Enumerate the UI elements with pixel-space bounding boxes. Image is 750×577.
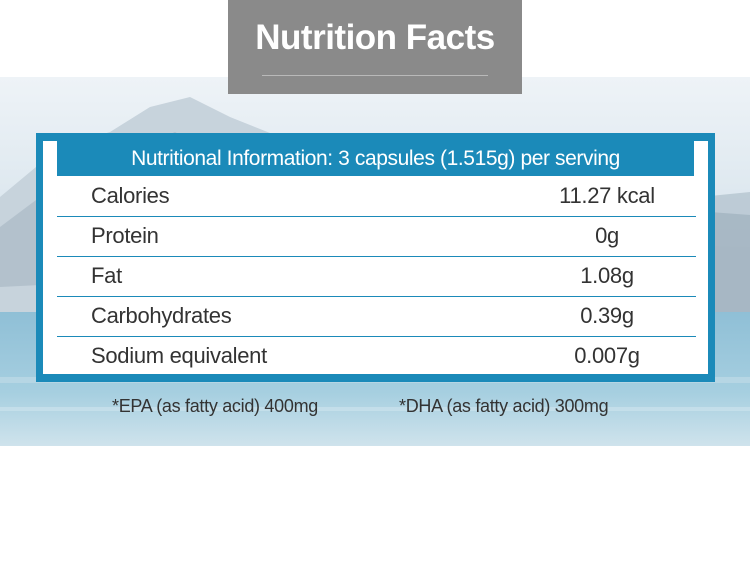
nutrition-panel: Nutritional Information: 3 capsules (1.5… xyxy=(36,133,715,382)
footnote-epa: *EPA (as fatty acid) 400mg xyxy=(112,396,318,416)
table-row-calories: Calories 11.27 kcal xyxy=(57,177,696,217)
row-label: Sodium equivalent xyxy=(91,343,267,368)
table-row-sodium: Sodium equivalent 0.007g xyxy=(57,337,696,376)
row-label: Calories xyxy=(91,183,170,208)
nutrition-table: Nutritional Information: 3 capsules (1.5… xyxy=(43,141,708,374)
row-label: Carbohydrates xyxy=(91,303,232,328)
table-row-fat: Fat 1.08g xyxy=(57,257,696,297)
table-row-protein: Protein 0g xyxy=(57,217,696,257)
title-divider xyxy=(262,75,488,76)
title-banner: Nutrition Facts xyxy=(228,0,522,94)
row-value: 0g xyxy=(595,223,619,248)
row-value: 0.39g xyxy=(580,303,634,328)
page-title: Nutrition Facts xyxy=(255,18,495,57)
row-label: Fat xyxy=(91,263,122,288)
row-value: 0.007g xyxy=(574,343,640,368)
table-row-carbohydrates: Carbohydrates 0.39g xyxy=(57,297,696,337)
footnote-dha: *DHA (as fatty acid) 300mg xyxy=(399,396,609,416)
row-value: 11.27 kcal xyxy=(559,183,655,208)
row-label: Protein xyxy=(91,223,159,248)
table-header: Nutritional Information: 3 capsules (1.5… xyxy=(57,141,694,176)
row-value: 1.08g xyxy=(580,263,634,288)
